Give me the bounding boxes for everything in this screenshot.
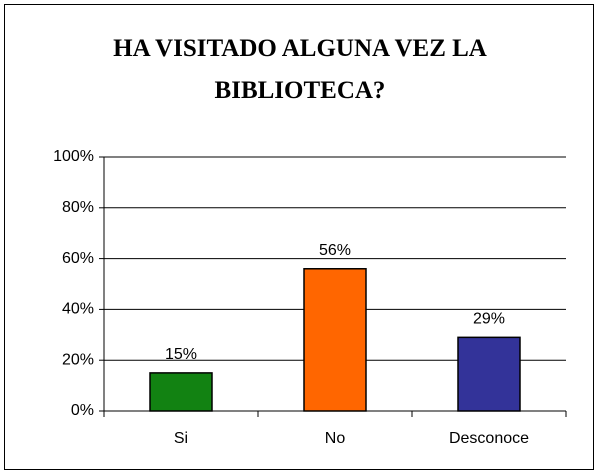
x-tick-label: Desconoce xyxy=(449,430,529,447)
bar xyxy=(303,268,367,412)
bar xyxy=(457,336,521,412)
y-tick-label: 40% xyxy=(62,301,94,318)
y-tick-label: 0% xyxy=(71,402,94,419)
y-tick-label: 100% xyxy=(53,148,94,165)
y-tick-label: 20% xyxy=(62,351,94,368)
x-tick-label: No xyxy=(325,430,346,447)
chart-title: HA VISITADO ALGUNA VEZ LA BIBLIOTECA? xyxy=(113,35,487,104)
y-tick-label: 80% xyxy=(62,199,94,216)
y-tick-label: 60% xyxy=(62,250,94,267)
data-label: 29% xyxy=(473,311,505,328)
data-label: 56% xyxy=(319,242,351,259)
x-tick-label: Si xyxy=(174,430,188,447)
data-label: 15% xyxy=(165,346,197,363)
bar xyxy=(149,372,213,412)
